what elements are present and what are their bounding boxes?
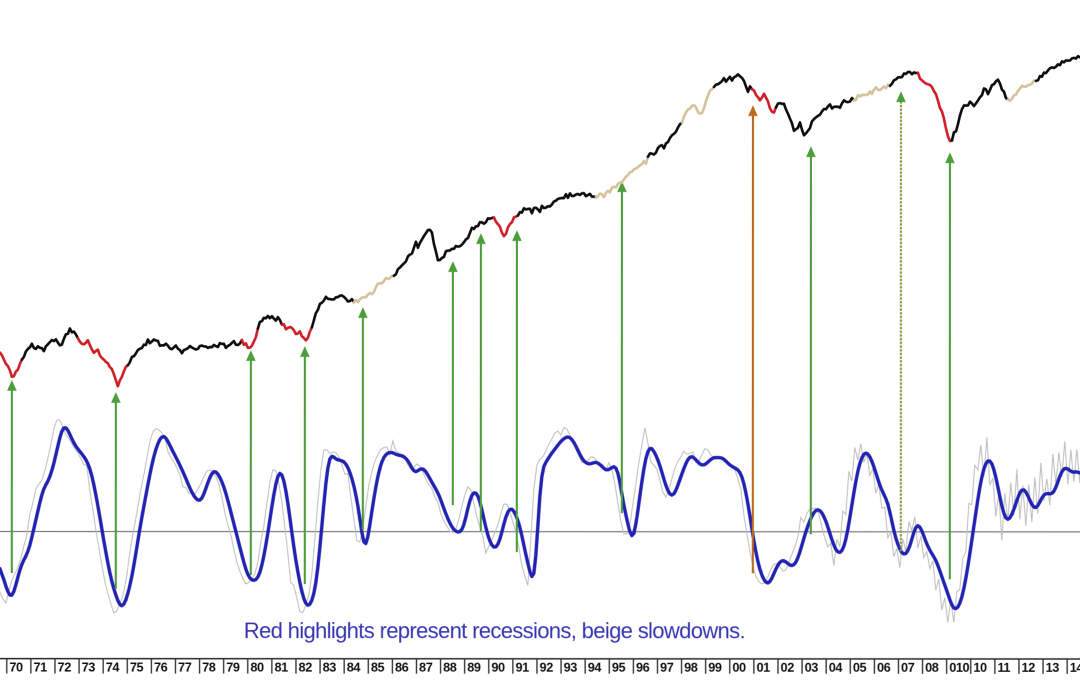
- svg-text:70: 70: [9, 661, 23, 675]
- svg-text:80: 80: [250, 661, 264, 675]
- svg-text:86: 86: [395, 661, 409, 675]
- svg-text:71: 71: [33, 661, 47, 675]
- svg-text:72: 72: [58, 661, 72, 675]
- svg-text:92: 92: [540, 661, 554, 675]
- svg-text:91: 91: [515, 661, 529, 675]
- svg-text:14: 14: [1070, 661, 1080, 675]
- svg-text:Red highlights represent reces: Red highlights represent recessions, bei…: [244, 618, 745, 643]
- svg-text:11: 11: [997, 661, 1010, 675]
- svg-text:00: 00: [732, 661, 746, 675]
- svg-text:10: 10: [973, 661, 987, 675]
- svg-text:95: 95: [612, 661, 626, 675]
- svg-text:77: 77: [178, 661, 192, 675]
- svg-text:88: 88: [443, 661, 457, 675]
- svg-text:01: 01: [756, 661, 770, 675]
- svg-text:98: 98: [684, 661, 698, 675]
- svg-text:78: 78: [202, 661, 216, 675]
- svg-text:75: 75: [130, 661, 144, 675]
- svg-text:08: 08: [925, 661, 939, 675]
- svg-text:89: 89: [467, 661, 481, 675]
- svg-text:06: 06: [877, 661, 891, 675]
- svg-text:76: 76: [154, 661, 168, 675]
- svg-text:81: 81: [274, 661, 288, 675]
- svg-text:97: 97: [660, 661, 674, 675]
- svg-text:82: 82: [299, 661, 313, 675]
- svg-text:93: 93: [564, 661, 578, 675]
- svg-text:74: 74: [106, 661, 120, 675]
- svg-text:87: 87: [419, 661, 433, 675]
- svg-text:84: 84: [347, 661, 361, 675]
- svg-text:02: 02: [781, 661, 795, 675]
- svg-text:73: 73: [82, 661, 96, 675]
- svg-text:90: 90: [491, 661, 505, 675]
- svg-text:99: 99: [708, 661, 722, 675]
- svg-text:03: 03: [805, 661, 819, 675]
- svg-text:12: 12: [1022, 661, 1036, 675]
- svg-text:85: 85: [371, 661, 385, 675]
- svg-text:13: 13: [1046, 661, 1060, 675]
- svg-text:79: 79: [226, 661, 240, 675]
- svg-text:83: 83: [323, 661, 337, 675]
- svg-text:05: 05: [853, 661, 867, 675]
- svg-text:07: 07: [901, 661, 915, 675]
- svg-text:04: 04: [829, 661, 843, 675]
- svg-text:96: 96: [636, 661, 650, 675]
- svg-text:94: 94: [588, 661, 602, 675]
- svg-text:010: 010: [949, 661, 969, 675]
